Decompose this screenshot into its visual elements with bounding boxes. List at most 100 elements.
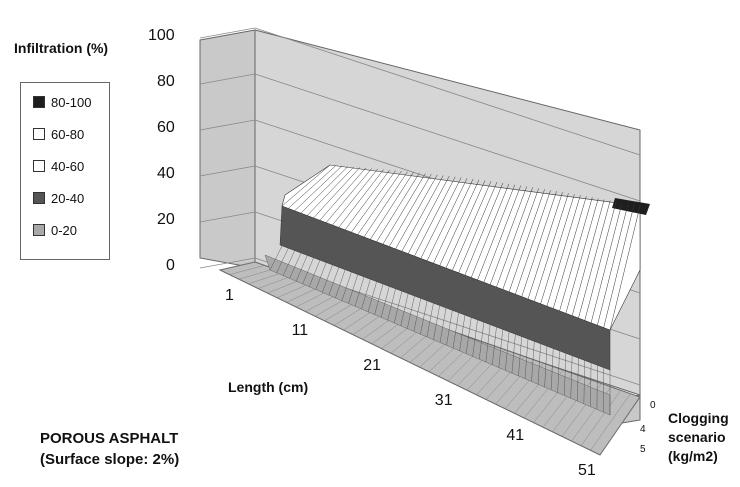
legend-item: 40-60 [33, 157, 84, 175]
y-axis-title-line1: Clogging [668, 410, 729, 426]
surface-meshline [552, 196, 587, 309]
surface-meshline [502, 188, 539, 290]
surface-meshline [426, 178, 468, 261]
surface-meshline [577, 358, 579, 402]
floor-gridline [599, 396, 641, 456]
surface-meshline [341, 272, 352, 301]
surface-meshline [387, 288, 396, 321]
z-tick-label: 60 [157, 119, 175, 136]
surface-meshline [511, 334, 516, 374]
floor-gridline [238, 268, 275, 280]
surface-meshline [452, 181, 492, 271]
surface-meshline [433, 305, 440, 340]
surface-meshline [413, 298, 421, 332]
surface-meshline [578, 200, 611, 319]
surface-meshline [584, 201, 617, 321]
surface-meshline [557, 350, 560, 393]
surface-meshline [439, 179, 480, 266]
gridline [254, 27, 641, 156]
surface-meshline [537, 343, 541, 385]
surface-meshline [590, 362, 592, 407]
surface-meshline [544, 346, 548, 388]
surface-meshline [477, 184, 516, 281]
surface-meshline [524, 338, 529, 379]
legend-item: 20-40 [33, 189, 84, 207]
surface-meshline [281, 164, 331, 207]
surface-meshline [348, 274, 358, 304]
surface-meshline [269, 245, 283, 271]
surface-meshline [433, 178, 474, 264]
surface-meshline [332, 168, 378, 226]
gridline [199, 73, 256, 85]
surface-meshline [479, 322, 485, 360]
x-axis-title: Length (cm) [228, 379, 309, 395]
surface-meshline [361, 279, 371, 310]
gridline [199, 27, 256, 39]
surface-meshline [459, 315, 466, 351]
surface-meshline [559, 197, 593, 311]
surface-meshline [426, 303, 434, 337]
surface-meshline [485, 324, 491, 363]
surface-meshline [609, 205, 641, 331]
surface-meshline [351, 170, 396, 233]
surface-meshline [322, 265, 333, 293]
surface-meshline [496, 187, 533, 288]
surface-meshline [309, 260, 321, 287]
z-tick-label: 20 [157, 211, 175, 228]
x-tick-label: 41 [506, 427, 525, 444]
surface-meshline [571, 199, 605, 316]
surface-meshline [458, 182, 498, 273]
surface-meshline [374, 284, 384, 315]
surface-meshline [328, 267, 339, 296]
legend-swatch [33, 128, 45, 140]
z-tick-label: 80 [157, 73, 175, 90]
z-tick-label: 0 [166, 257, 175, 274]
surface-meshline [370, 172, 414, 240]
x-tick-label: 31 [434, 392, 453, 409]
legend-label: 40-60 [51, 158, 85, 174]
surface-meshline [313, 167, 360, 219]
surface-meshline [464, 182, 504, 276]
surface-meshline [288, 165, 337, 209]
surface-meshline [603, 204, 635, 328]
z-tick-label: 100 [148, 27, 175, 44]
floor-gridline [229, 265, 265, 275]
y-tick-label: 5 [640, 444, 646, 455]
surface-meshline [583, 360, 585, 404]
surface-mesh [269, 164, 641, 415]
legend: 80-100 60-80 40-60 20-40 0-20 [20, 82, 110, 260]
floor-gridline [590, 393, 631, 451]
x-tick-label: 51 [578, 462, 596, 479]
surface-meshline [282, 250, 295, 276]
surface-meshline [357, 171, 402, 235]
surface-meshline [315, 262, 327, 290]
surface-meshline [376, 172, 420, 242]
surface-meshline [294, 165, 343, 211]
caption-subtitle: (Surface slope: 2%) [40, 451, 180, 468]
surface-meshline [302, 257, 314, 285]
surface-meshline [452, 312, 459, 349]
surface-meshline [446, 310, 453, 346]
surface-meshline [570, 355, 573, 399]
surface-meshline [295, 255, 308, 282]
surface-meshline [300, 166, 349, 214]
surface-meshline [472, 319, 478, 357]
surface-meshline [470, 183, 510, 278]
band-80-100 [612, 198, 650, 215]
surface-meshline [367, 281, 377, 312]
surface-meshline [407, 296, 415, 329]
surface-meshline [483, 185, 522, 283]
surface-meshline [407, 175, 450, 254]
legend-item: 0-20 [33, 221, 77, 239]
z-tick-label: 40 [157, 165, 175, 182]
surface-meshline [565, 198, 599, 314]
legend-label: 0-20 [51, 222, 78, 238]
y-axis-title-line3: (kg/m2) [668, 448, 718, 464]
gridline [199, 165, 256, 177]
x-tick-label: 21 [363, 357, 381, 374]
surface-meshline [445, 180, 486, 269]
surface-meshline [420, 300, 428, 335]
surface-meshline [531, 341, 535, 382]
surface-meshline [550, 348, 554, 390]
